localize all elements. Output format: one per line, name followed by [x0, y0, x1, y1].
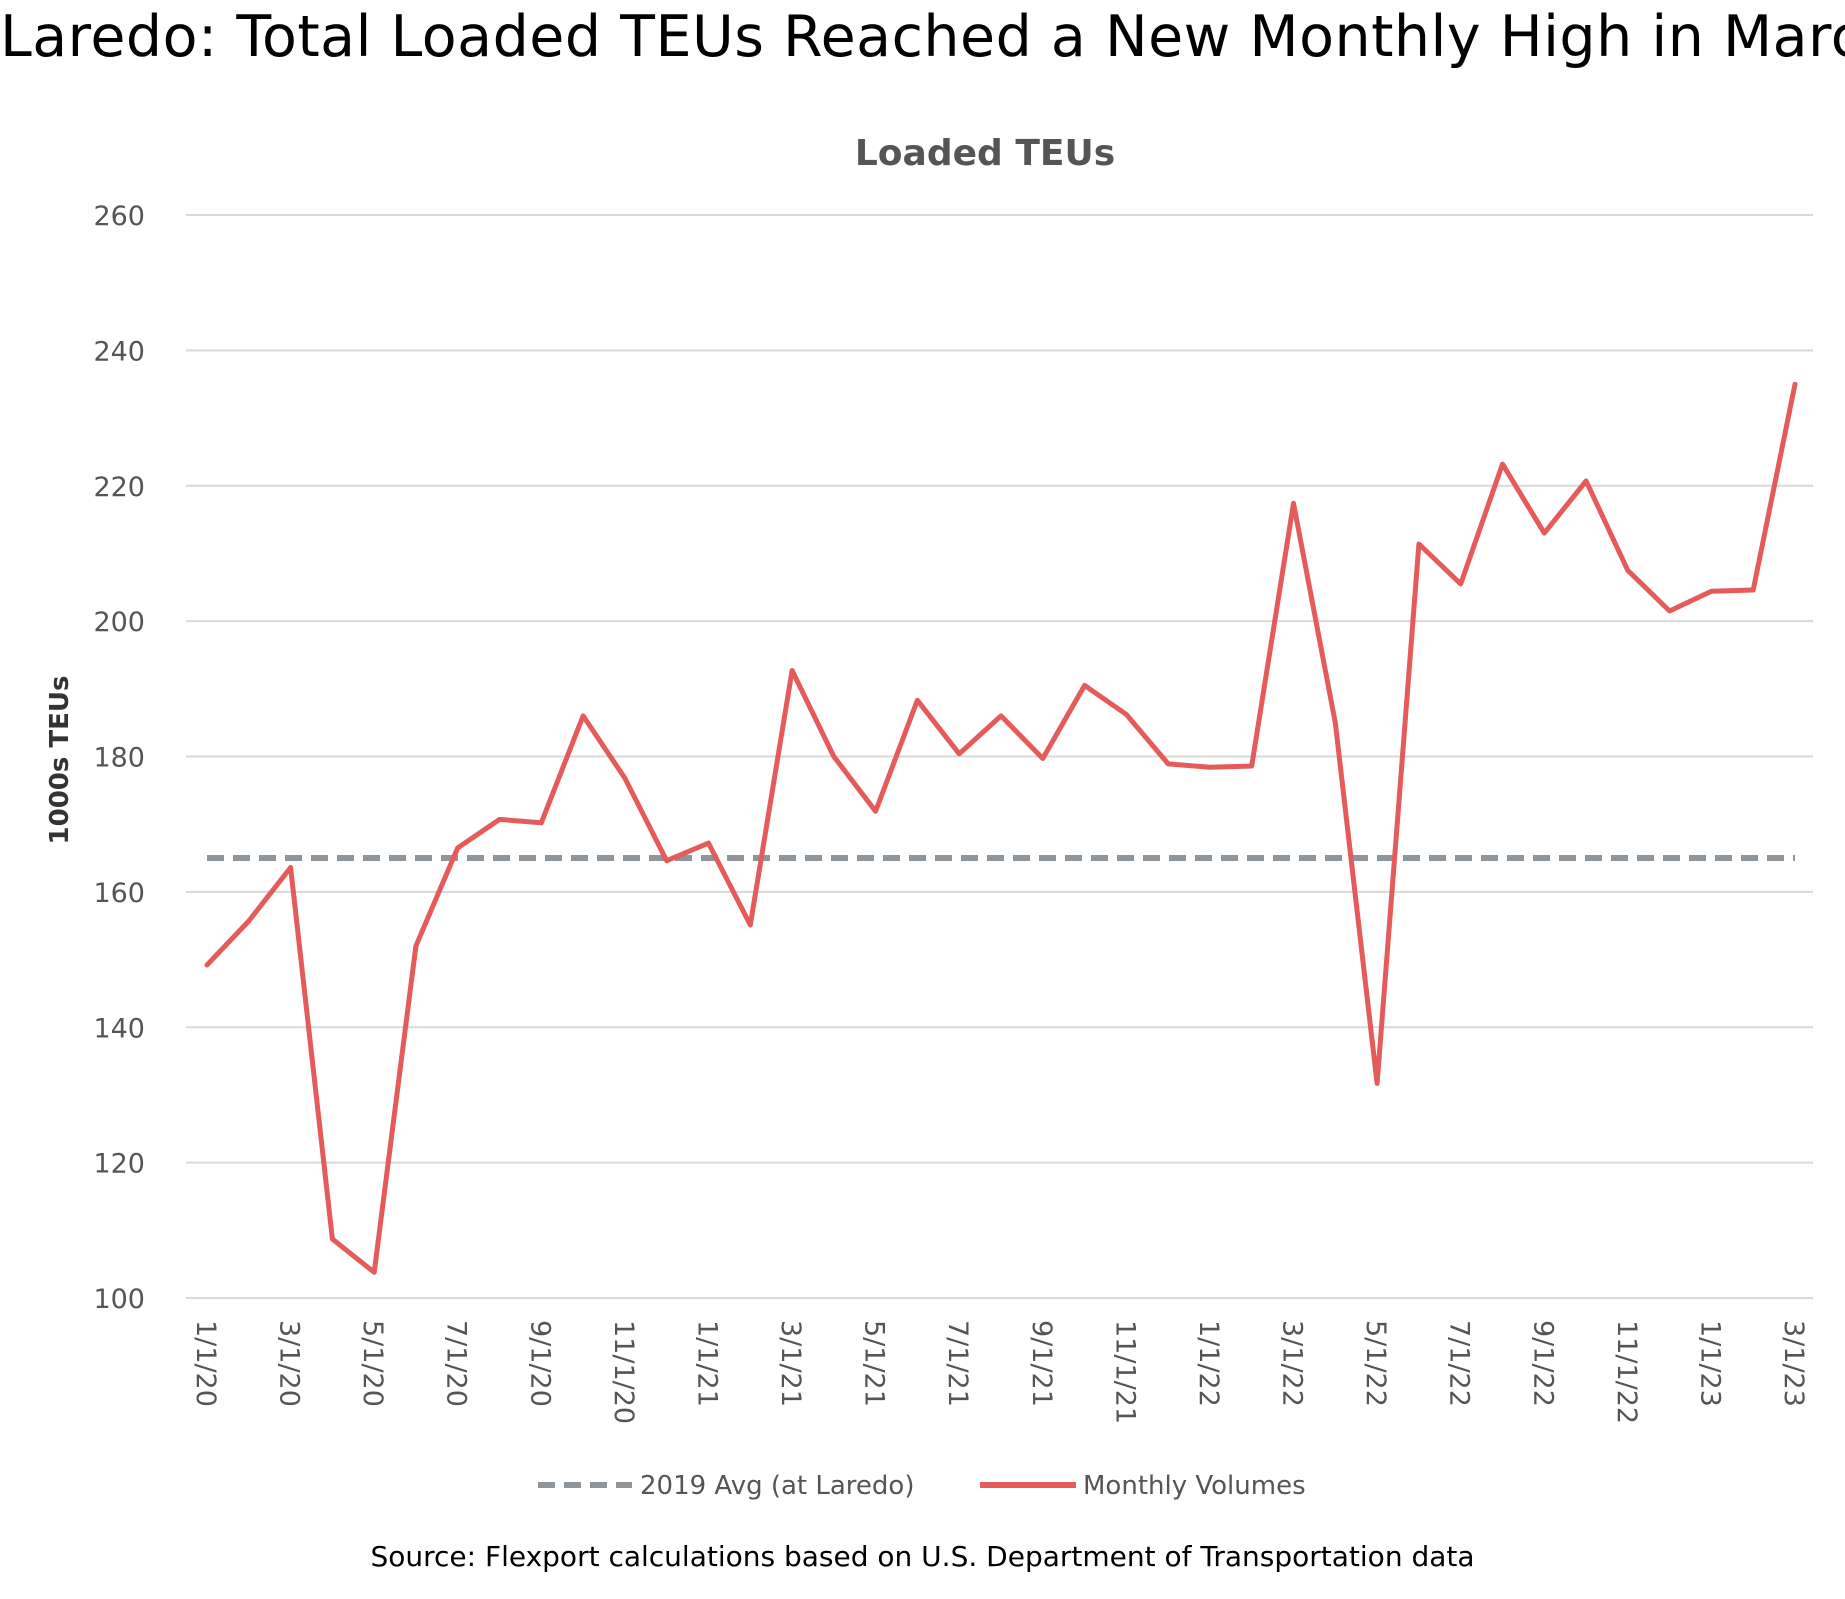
chart-title: Loaded TEUs — [855, 133, 1115, 174]
x-tick-label: 3/1/22 — [1277, 1320, 1308, 1407]
x-tick-label: 9/1/22 — [1527, 1320, 1558, 1407]
y-tick-label: 200 — [93, 607, 145, 638]
x-tick-label: 3/1/23 — [1778, 1320, 1809, 1407]
y-axis-label: 1000s TEUs — [45, 676, 75, 845]
legend-label-monthly: Monthly Volumes — [1083, 1471, 1306, 1501]
y-tick-label: 120 — [93, 1149, 145, 1180]
x-tick-label: 7/1/20 — [441, 1320, 472, 1407]
series-layer — [204, 381, 1798, 1275]
x-tick-label: 9/1/21 — [1026, 1320, 1057, 1407]
x-tick-label: 1/1/23 — [1694, 1320, 1725, 1407]
x-tick-label: 1/1/21 — [691, 1320, 722, 1407]
x-tick-label: 7/1/22 — [1444, 1320, 1475, 1407]
page-title: Laredo: Total Loaded TEUs Reached a New … — [0, 4, 1845, 70]
y-tick-label: 180 — [93, 743, 145, 774]
y-tick-label: 140 — [93, 1013, 145, 1044]
gridlines — [186, 214, 1813, 1299]
y-tick-label: 160 — [93, 878, 145, 909]
y-axis-ticks: 100 120 140 160 180 200 220 240 260 — [93, 201, 145, 1315]
y-tick-label: 220 — [93, 472, 145, 503]
x-tick-label: 5/1/22 — [1360, 1320, 1391, 1407]
x-tick-label: 1/1/20 — [190, 1320, 221, 1407]
y-tick-label: 100 — [93, 1284, 145, 1315]
x-tick-label: 7/1/21 — [942, 1320, 973, 1407]
x-tick-label: 5/1/21 — [859, 1320, 890, 1407]
y-tick-label: 260 — [93, 201, 145, 232]
legend: 2019 Avg (at Laredo) Monthly Volumes — [538, 1471, 1306, 1501]
x-tick-label: 9/1/20 — [524, 1320, 555, 1407]
x-tick-label: 11/1/20 — [608, 1320, 639, 1424]
x-axis-ticks: 1/1/20 3/1/20 5/1/20 7/1/20 9/1/20 11/1/20 1/1… — [190, 1320, 1809, 1424]
x-tick-label: 5/1/20 — [357, 1320, 388, 1407]
x-tick-label: 11/1/21 — [1109, 1320, 1140, 1424]
series-line-monthly-volumes — [204, 381, 1798, 1275]
x-tick-label: 1/1/22 — [1193, 1320, 1224, 1407]
x-tick-label: 11/1/22 — [1611, 1320, 1642, 1424]
y-tick-label: 240 — [93, 336, 145, 367]
x-tick-label: 3/1/21 — [775, 1320, 806, 1407]
source-note: Source: Flexport calculations based on U… — [370, 1540, 1475, 1573]
x-tick-label: 3/1/20 — [274, 1320, 305, 1407]
legend-label-avg: 2019 Avg (at Laredo) — [640, 1471, 914, 1501]
